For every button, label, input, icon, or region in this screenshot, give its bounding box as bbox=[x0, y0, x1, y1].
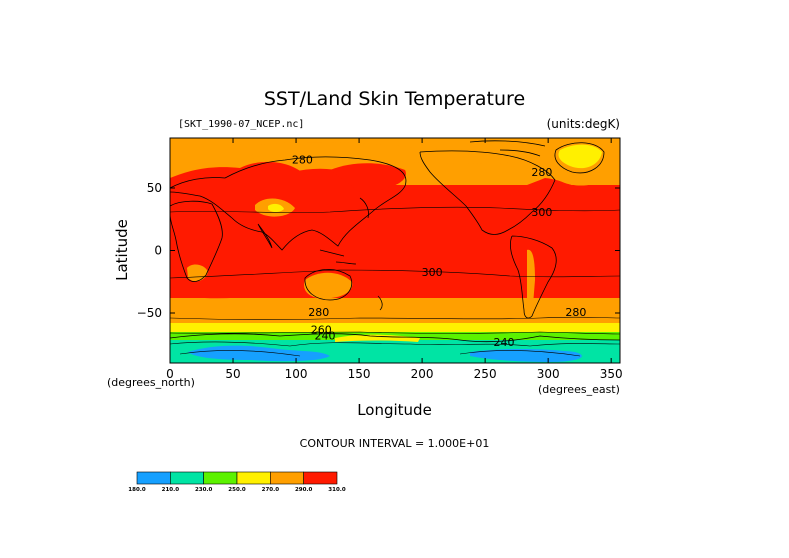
coast-antarctica bbox=[170, 333, 620, 343]
australia-mild bbox=[304, 272, 353, 299]
x-axis-label: Longitude bbox=[357, 401, 432, 419]
colorbar-label: 270.0 bbox=[262, 487, 280, 493]
coast-eurasia bbox=[170, 156, 407, 251]
colorbar-swatch bbox=[203, 471, 238, 485]
colorbar-swatch bbox=[303, 471, 338, 485]
colorbar-label: 180.0 bbox=[128, 487, 146, 493]
temperature-field bbox=[170, 138, 620, 363]
contour-label: 280 bbox=[292, 153, 313, 166]
colorbar-label: 230.0 bbox=[195, 487, 213, 493]
source-file-label: [SKT_1990-07_NCEP.nc] bbox=[178, 119, 305, 130]
x-axis-ticks: 0 50 100 150 200 250 300 350 bbox=[166, 138, 623, 381]
coast-arctic-islands bbox=[469, 140, 546, 157]
contour-label: 240 bbox=[315, 330, 336, 343]
colorbar-swatch bbox=[270, 471, 304, 485]
warm-boundary-south bbox=[170, 280, 620, 299]
contour-label: 300 bbox=[531, 206, 552, 219]
units-label: (units:degK) bbox=[546, 117, 620, 131]
colorbar-label: 250.0 bbox=[228, 487, 246, 493]
x-tick-label: 50 bbox=[225, 367, 240, 381]
contour-label: 280 bbox=[531, 166, 552, 179]
x-tick-label: 150 bbox=[348, 367, 371, 381]
arctic-cool bbox=[250, 142, 540, 164]
contour-label: 260 bbox=[311, 323, 332, 336]
coast-india bbox=[257, 223, 273, 249]
greenland-cold bbox=[558, 144, 602, 169]
band-yellow-south bbox=[170, 323, 620, 333]
y-tick-label: −50 bbox=[137, 306, 162, 320]
y-axis-ticks: 50 0 −50 bbox=[137, 181, 620, 320]
antarctic-yellow-patch bbox=[335, 334, 420, 342]
x-unit-left: (degrees_north) bbox=[107, 376, 195, 389]
antarctic-blue-west bbox=[188, 345, 330, 362]
colorbar-label: 290.0 bbox=[295, 487, 313, 493]
contour-interval-label: CONTOUR INTERVAL = 1.000E+01 bbox=[299, 437, 490, 450]
andes-mild bbox=[527, 249, 535, 305]
coast-north-america bbox=[419, 150, 556, 235]
colorbar-swatch bbox=[236, 471, 271, 485]
coast-south-america bbox=[510, 235, 557, 319]
coast-japan bbox=[359, 197, 369, 219]
contour-label: 280 bbox=[565, 306, 586, 319]
greenland-edge bbox=[548, 166, 604, 186]
x-tick-label: 250 bbox=[474, 367, 497, 381]
colorbar-swatch bbox=[170, 471, 204, 485]
colorbar: 180.0 210.0 230.0 250.0 270.0 290.0 310.0 bbox=[128, 471, 346, 493]
contour-label: 300 bbox=[422, 266, 443, 279]
x-tick-label: 300 bbox=[537, 367, 560, 381]
contour-220-south bbox=[179, 350, 581, 357]
coast-africa bbox=[170, 200, 223, 282]
siberia-warm bbox=[330, 163, 406, 192]
colorbar-swatch bbox=[136, 471, 171, 485]
x-tick-label: 200 bbox=[411, 367, 434, 381]
colorbar-label: 210.0 bbox=[162, 487, 180, 493]
contour-300-north bbox=[170, 206, 620, 213]
contour-300-south bbox=[170, 269, 620, 279]
x-tick-label: 0 bbox=[166, 367, 174, 381]
x-tick-label: 350 bbox=[600, 367, 623, 381]
x-tick-label: 100 bbox=[285, 367, 308, 381]
map-title: SST/Land Skin Temperature bbox=[263, 88, 526, 110]
coast-australia bbox=[304, 269, 353, 301]
colorbar-label: 310.0 bbox=[328, 487, 346, 493]
contour-280-south bbox=[170, 316, 620, 320]
y-tick-label: 0 bbox=[154, 244, 162, 258]
coast-indonesia bbox=[319, 249, 357, 265]
coast-nz bbox=[377, 295, 383, 311]
x-unit-right: (degrees_east) bbox=[538, 383, 620, 396]
coast-greenland bbox=[554, 142, 605, 174]
antarctic-blue-east bbox=[470, 349, 582, 362]
contour-label: 280 bbox=[308, 306, 329, 319]
coastlines bbox=[170, 140, 620, 357]
contour-240-south bbox=[170, 341, 620, 347]
eurasia-warm bbox=[170, 161, 310, 200]
y-axis-label: Latitude bbox=[113, 219, 131, 281]
y-tick-label: 50 bbox=[147, 181, 162, 195]
tibet-core bbox=[268, 203, 284, 212]
band-mild-south bbox=[170, 298, 620, 325]
contour-260-south bbox=[170, 331, 620, 335]
contour-label: 240 bbox=[494, 336, 515, 349]
